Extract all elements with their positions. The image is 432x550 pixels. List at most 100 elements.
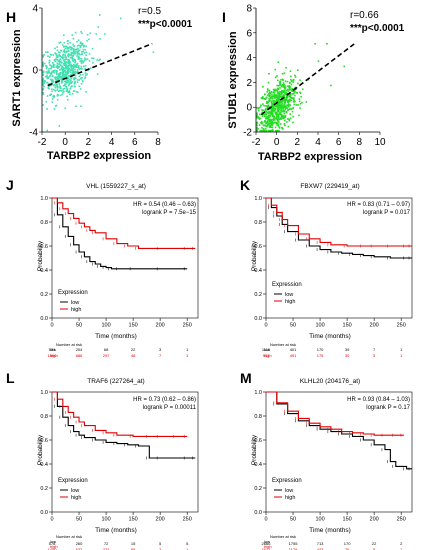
chart-title: KLHL20 (204176_at) bbox=[300, 378, 360, 385]
scatter-point bbox=[52, 81, 55, 83]
scatter-point bbox=[51, 90, 53, 93]
scatter-point bbox=[56, 62, 59, 65]
scatter-point bbox=[289, 117, 292, 119]
risk-table-cell: 1 bbox=[186, 353, 189, 358]
scatter-point bbox=[260, 104, 262, 107]
scatter-point bbox=[280, 108, 283, 110]
scatter-point bbox=[68, 68, 70, 71]
scatter-point bbox=[74, 74, 77, 77]
scatter-point bbox=[56, 87, 59, 89]
scatter-point bbox=[277, 101, 280, 104]
scatter-point bbox=[74, 60, 77, 63]
scatter-point bbox=[263, 129, 265, 131]
scatter-point bbox=[71, 59, 74, 62]
scatter-point bbox=[330, 84, 332, 87]
scatter-point bbox=[45, 51, 47, 53]
scatter-point bbox=[270, 100, 272, 102]
scatter-point bbox=[290, 78, 292, 81]
scatter-point bbox=[49, 94, 52, 96]
y-tick-label: 1.0 bbox=[254, 196, 262, 202]
scatter-point bbox=[63, 49, 66, 52]
scatter-point bbox=[284, 85, 286, 87]
scatter-point bbox=[263, 121, 266, 123]
x-tick-label: 4 bbox=[315, 137, 321, 148]
scatter-point bbox=[66, 46, 69, 48]
scatter-point bbox=[284, 115, 286, 118]
scatter-point bbox=[276, 116, 278, 119]
scatter-point bbox=[281, 96, 284, 99]
scatter-point bbox=[68, 53, 70, 55]
y-tick-label: 0 bbox=[32, 66, 38, 77]
scatter-point bbox=[56, 98, 59, 101]
scatter-point bbox=[292, 98, 295, 101]
risk-row-high-label: high bbox=[50, 353, 58, 358]
scatter-point bbox=[271, 129, 274, 132]
y-tick-label: 0.4 bbox=[254, 462, 262, 468]
scatter-point bbox=[282, 104, 285, 107]
scatter-point bbox=[270, 91, 273, 93]
scatter-point bbox=[259, 129, 262, 132]
risk-row-low-label: low bbox=[50, 347, 56, 352]
x-axis-label: Time (months) bbox=[309, 333, 351, 340]
legend-label-high: high bbox=[71, 495, 81, 501]
scatter-point bbox=[46, 76, 49, 78]
scatter-point bbox=[80, 60, 83, 62]
scatter-point bbox=[271, 104, 273, 106]
scatter-point bbox=[62, 84, 65, 87]
scatter-point bbox=[267, 124, 269, 127]
scatter-point bbox=[287, 109, 289, 111]
scatter-point bbox=[265, 122, 267, 125]
scatter-point bbox=[70, 48, 72, 51]
scatter-point bbox=[289, 95, 292, 97]
scatter-point bbox=[281, 102, 284, 105]
x-tick-label: 50 bbox=[76, 323, 82, 329]
scatter-point bbox=[265, 96, 268, 99]
scatter-point bbox=[257, 127, 259, 130]
scatter-point bbox=[286, 121, 288, 123]
scatter-point bbox=[343, 65, 346, 68]
scatter-point bbox=[66, 65, 68, 67]
scatter-point bbox=[272, 110, 274, 112]
scatter-point bbox=[86, 58, 89, 61]
scatter-point bbox=[256, 127, 258, 129]
y-tick-label: 8 bbox=[246, 4, 252, 15]
risk-table-cell: 170 bbox=[317, 347, 324, 352]
scatter-point bbox=[62, 56, 65, 59]
scatter-point bbox=[72, 37, 75, 40]
scatter-point bbox=[76, 79, 79, 81]
scatter-point bbox=[260, 97, 263, 99]
scatter-point bbox=[261, 111, 263, 114]
scatter-point bbox=[70, 71, 72, 73]
scatter-point bbox=[66, 89, 69, 92]
y-tick-label: 0.6 bbox=[40, 244, 48, 250]
scatter-point bbox=[258, 107, 260, 109]
scatter-point bbox=[59, 86, 62, 88]
scatter-point bbox=[281, 127, 283, 129]
scatter-point bbox=[271, 107, 273, 110]
scatter-point bbox=[74, 59, 76, 61]
scatter-point bbox=[78, 79, 80, 81]
risk-table-header: Number at risk bbox=[56, 534, 82, 539]
scatter-point bbox=[47, 85, 50, 88]
scatter-point bbox=[266, 100, 268, 103]
scatter-point bbox=[291, 90, 294, 93]
scatter-point bbox=[285, 99, 287, 102]
scatter-point bbox=[47, 55, 49, 57]
y-tick-label: 0.0 bbox=[254, 510, 262, 516]
scatter-point bbox=[262, 109, 265, 112]
scatter-point bbox=[71, 34, 74, 36]
scatter-point bbox=[75, 48, 78, 51]
scatter-point bbox=[57, 79, 60, 81]
legend-label-low: low bbox=[285, 292, 293, 298]
scatter-point bbox=[275, 129, 277, 132]
scatter-point bbox=[276, 99, 279, 102]
scatter-point bbox=[283, 112, 286, 115]
scatter-point bbox=[58, 76, 60, 79]
scatter-point bbox=[65, 58, 68, 60]
scatter-point bbox=[268, 122, 270, 124]
scatter-point bbox=[56, 66, 58, 68]
scatter-point bbox=[280, 106, 282, 108]
scatter-point bbox=[277, 85, 280, 87]
scatter-point bbox=[63, 75, 65, 78]
scatter-point bbox=[275, 113, 278, 116]
